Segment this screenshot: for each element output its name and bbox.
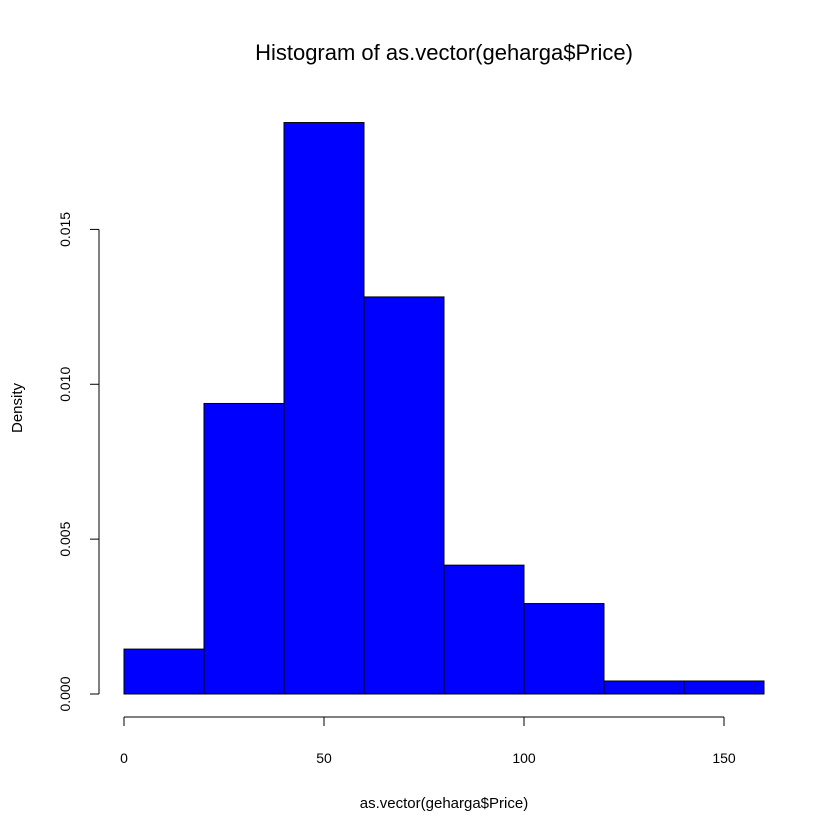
histogram-bar-5: [523, 603, 605, 695]
y-axis: 0.000 0.005 0.010 0.015: [57, 212, 100, 712]
histogram-bar-0: [123, 648, 205, 695]
histogram-bar-1: [203, 402, 285, 695]
histogram-bar-6: [603, 680, 685, 695]
bars-group: [123, 122, 765, 695]
histogram-bar-4: [443, 564, 525, 695]
chart-title: Histogram of as.vector(geharga$Price): [255, 40, 633, 65]
y-tick-label-3: 0.015: [57, 212, 73, 247]
x-axis: 0 50 100 150: [120, 716, 736, 766]
histogram-bar-2: [283, 122, 365, 695]
y-tick-label-2: 0.010: [57, 367, 73, 402]
y-tick-label-0: 0.000: [57, 676, 73, 711]
x-tick-label-0: 0: [120, 750, 128, 766]
histogram-bar-7: [683, 680, 765, 695]
x-tick-label-3: 150: [712, 750, 736, 766]
y-axis-label: Density: [9, 382, 26, 433]
x-tick-label-2: 100: [512, 750, 536, 766]
y-tick-label-1: 0.005: [57, 521, 73, 556]
histogram-bar-3: [363, 296, 445, 695]
x-axis-label: as.vector(geharga$Price): [360, 795, 528, 812]
x-tick-label-1: 50: [316, 750, 332, 766]
